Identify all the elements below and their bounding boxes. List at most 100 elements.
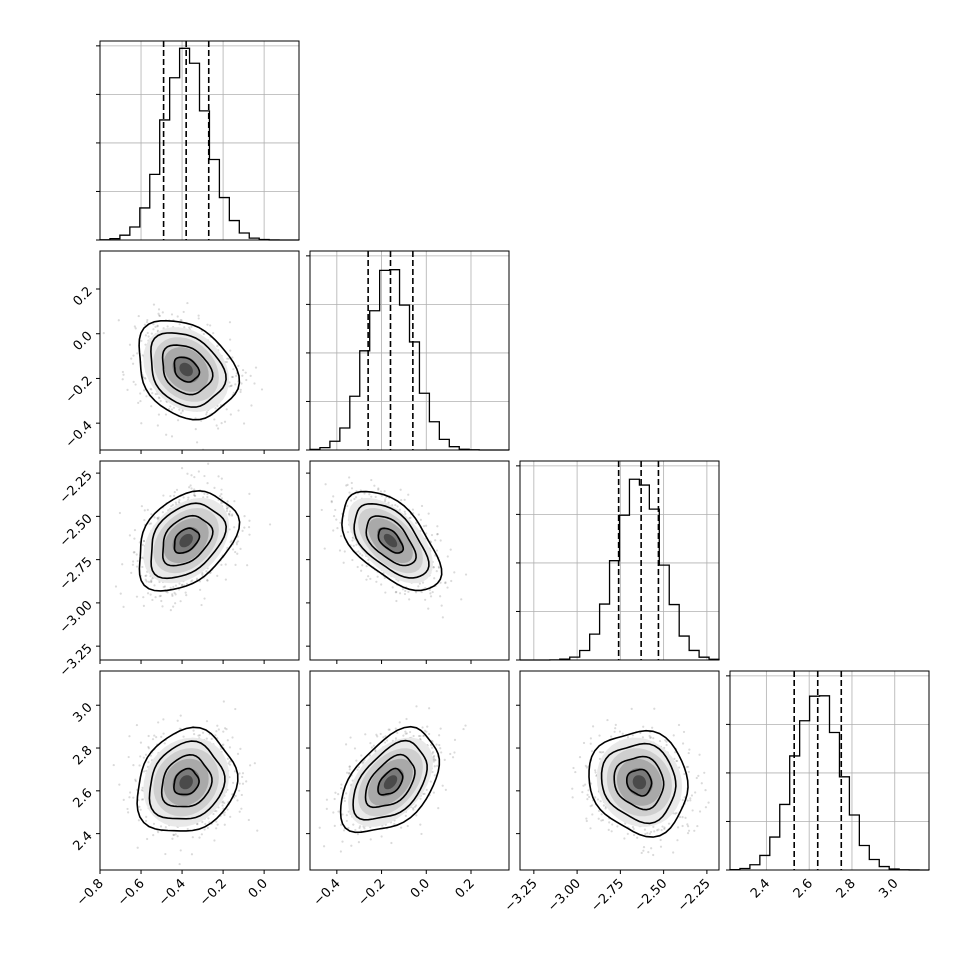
- scatter-point: [408, 730, 412, 734]
- scatter-point: [182, 735, 185, 738]
- scatter-point: [399, 488, 402, 491]
- scatter-point: [436, 525, 439, 528]
- scatter-point: [665, 743, 668, 747]
- scatter-point: [215, 810, 218, 813]
- scatter-point: [129, 791, 132, 794]
- scatter-point: [158, 595, 161, 598]
- scatter-point: [131, 560, 135, 563]
- scatter-point: [382, 736, 385, 739]
- scatter-point: [323, 547, 326, 550]
- scatter-point: [228, 510, 232, 513]
- scatter-point: [332, 514, 336, 518]
- scatter-point: [233, 770, 237, 773]
- scatter-point: [408, 517, 411, 520]
- scatter-point: [223, 420, 227, 423]
- scatter-point: [193, 494, 196, 497]
- scatter-point: [194, 428, 197, 431]
- scatter-point: [228, 512, 231, 515]
- scatter-point: [152, 328, 155, 331]
- scatter-point: [172, 833, 176, 837]
- scatter-point: [176, 835, 179, 838]
- scatter-point: [335, 518, 338, 521]
- scatter-point: [687, 825, 690, 828]
- scatter-point: [176, 719, 179, 722]
- scatter-point: [421, 726, 424, 729]
- scatter-point: [642, 845, 646, 849]
- scatter-point: [439, 727, 442, 730]
- scatter-point: [440, 751, 443, 754]
- scatter-point: [151, 577, 154, 580]
- scatter-point: [345, 771, 349, 774]
- scatter-point: [254, 366, 258, 369]
- scatter-point: [433, 758, 436, 761]
- scatter-point: [425, 532, 428, 535]
- scatter-point: [121, 378, 124, 381]
- scatter-point: [170, 505, 173, 508]
- scatter-point: [157, 516, 160, 519]
- scatter-point: [460, 598, 463, 601]
- scatter-point: [145, 320, 149, 324]
- scatter-point: [200, 419, 203, 422]
- contour-line: [160, 753, 213, 808]
- scatter-point: [215, 730, 218, 733]
- scatter-point: [194, 494, 197, 497]
- scatter-point: [201, 820, 204, 824]
- scatter-point: [158, 314, 161, 318]
- scatter-point: [594, 771, 597, 774]
- scatter-point: [220, 477, 223, 480]
- scatter-point: [686, 765, 690, 768]
- scatter-point: [248, 492, 251, 495]
- scatter-point: [369, 838, 372, 841]
- scatter-point: [428, 588, 431, 592]
- scatter-point: [235, 541, 238, 544]
- scatter-point: [320, 508, 323, 512]
- scatter-point: [349, 736, 352, 739]
- scatter-point: [143, 770, 146, 773]
- scatter-point: [154, 596, 157, 599]
- scatter-point: [694, 791, 697, 794]
- scatter-point: [143, 323, 147, 326]
- scatter-point: [128, 796, 131, 799]
- scatter-point: [376, 575, 379, 578]
- scatter-point: [229, 541, 232, 544]
- scatter-point: [203, 828, 206, 831]
- scatter-point: [230, 514, 234, 517]
- scatter-point: [217, 728, 220, 731]
- scatter-point: [426, 725, 429, 728]
- scatter-point: [339, 521, 342, 524]
- scatter-point: [221, 804, 224, 807]
- scatter-point: [162, 494, 165, 497]
- scatter-point: [145, 395, 148, 398]
- scatter-point: [428, 707, 431, 710]
- scatter-point: [197, 317, 200, 320]
- panel-content: [114, 462, 272, 612]
- scatter-point: [205, 413, 208, 416]
- scatter-point: [178, 862, 181, 866]
- scatter-point: [333, 824, 336, 828]
- scatter-point: [161, 511, 164, 514]
- scatter-point: [332, 529, 335, 532]
- scatter-point: [228, 514, 231, 517]
- scatter-point: [159, 594, 162, 597]
- scatter-point: [411, 807, 415, 810]
- scatter-point: [388, 728, 391, 731]
- scatter-point: [700, 782, 703, 785]
- scatter-point: [162, 732, 165, 735]
- scatter-point: [231, 356, 234, 359]
- scatter-point: [348, 768, 351, 771]
- scatter-point: [141, 354, 144, 357]
- scatter-point: [181, 410, 184, 413]
- scatter-point: [675, 759, 678, 763]
- scatter-point: [230, 384, 233, 387]
- scatter-point: [417, 513, 420, 516]
- scatter-point: [374, 749, 377, 752]
- scatter-point: [652, 825, 655, 828]
- scatter-point: [330, 501, 333, 504]
- contour-line: [352, 739, 428, 821]
- scatter-point: [172, 585, 175, 589]
- scatter-point: [395, 599, 398, 603]
- scatter-point: [424, 598, 427, 601]
- scatter-point: [203, 597, 206, 600]
- scatter-point: [419, 518, 422, 521]
- density-fill: [179, 775, 193, 790]
